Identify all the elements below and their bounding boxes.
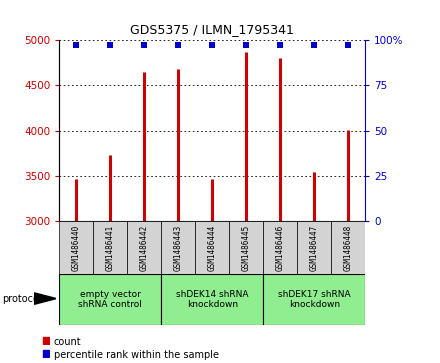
Text: GSM1486440: GSM1486440 <box>72 225 81 271</box>
Bar <box>93 221 127 274</box>
Bar <box>59 274 161 325</box>
Bar <box>161 274 263 325</box>
Bar <box>263 274 365 325</box>
Text: shDEK14 shRNA
knockdown: shDEK14 shRNA knockdown <box>176 290 249 309</box>
Text: empty vector
shRNA control: empty vector shRNA control <box>78 290 142 309</box>
Text: GSM1486443: GSM1486443 <box>174 225 183 271</box>
Title: GDS5375 / ILMN_1795341: GDS5375 / ILMN_1795341 <box>130 23 294 36</box>
Bar <box>229 221 263 274</box>
Bar <box>161 221 195 274</box>
Text: GSM1486441: GSM1486441 <box>106 225 115 271</box>
Bar <box>127 221 161 274</box>
Bar <box>297 221 331 274</box>
Text: GSM1486448: GSM1486448 <box>344 225 353 271</box>
Text: shDEK17 shRNA
knockdown: shDEK17 shRNA knockdown <box>278 290 351 309</box>
Text: percentile rank within the sample: percentile rank within the sample <box>54 350 219 360</box>
Text: GSM1486444: GSM1486444 <box>208 225 217 271</box>
Bar <box>331 221 365 274</box>
Text: GSM1486442: GSM1486442 <box>140 225 149 271</box>
Bar <box>195 221 229 274</box>
Bar <box>59 221 93 274</box>
Text: protocol: protocol <box>2 294 42 305</box>
Polygon shape <box>34 293 56 304</box>
Bar <box>43 350 49 357</box>
Bar <box>43 337 49 344</box>
Text: GSM1486445: GSM1486445 <box>242 225 251 271</box>
Bar <box>263 221 297 274</box>
Text: GSM1486446: GSM1486446 <box>276 225 285 271</box>
Text: count: count <box>54 337 81 347</box>
Text: GSM1486447: GSM1486447 <box>310 225 319 271</box>
